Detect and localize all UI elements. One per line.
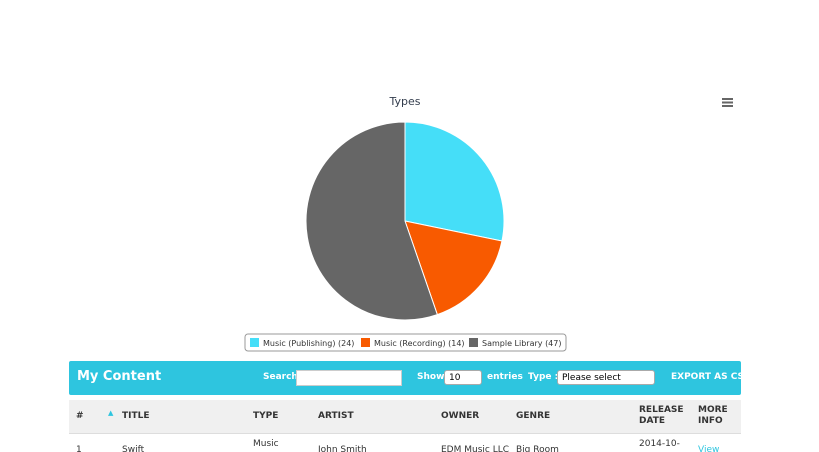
search-label: Search:	[263, 372, 302, 382]
legend-swatch	[361, 338, 370, 347]
show-label: Show	[417, 372, 445, 382]
table-cell: Music	[253, 439, 279, 449]
legend-name: Sample Library	[482, 339, 543, 348]
table-cell: John Smith	[318, 445, 367, 452]
table-cell: Swift	[122, 445, 145, 452]
pie-slice	[404, 220, 503, 316]
toolbar-title: My Content	[77, 369, 162, 384]
legend-box	[244, 333, 567, 352]
legend-label: Music (Publishing) (24)	[263, 339, 354, 348]
legend-label: Music (Recording) (14)	[374, 339, 465, 348]
legend-name: Music (Recording)	[374, 339, 446, 348]
pie-slice	[404, 121, 505, 242]
column-header[interactable]: #	[76, 411, 84, 421]
show-select[interactable]: 10	[444, 370, 482, 385]
legend-value: (14)	[448, 339, 464, 348]
legend-name: Music (Publishing)	[263, 339, 335, 348]
menu-icon[interactable]	[722, 98, 733, 107]
column-header[interactable]: RELEASE DATE	[639, 405, 684, 426]
column-header[interactable]: TYPE	[253, 411, 279, 421]
legend-label: Sample Library (47)	[482, 339, 561, 348]
table-cell: 1	[76, 445, 82, 452]
export-button[interactable]: EXPORT AS CSV	[671, 372, 751, 382]
table-cell: Big Room	[516, 445, 559, 452]
column-header[interactable]: TITLE	[122, 411, 150, 421]
table-cell[interactable]: View	[698, 445, 720, 452]
legend-swatch	[469, 338, 478, 347]
table-header	[69, 400, 741, 434]
chart-title: Types	[389, 95, 421, 108]
search-input[interactable]	[296, 370, 402, 386]
type-label: Type :	[528, 372, 559, 382]
column-header[interactable]: GENRE	[516, 411, 551, 421]
legend-swatch	[250, 338, 259, 347]
table-cell: 2014-10-	[639, 439, 680, 449]
column-header[interactable]: ARTIST	[318, 411, 354, 421]
entries-label: entries	[487, 372, 523, 382]
column-header[interactable]: MORE INFO	[698, 405, 728, 426]
chart: Types Music (Publishing) (24) Music (Reco…	[244, 95, 733, 352]
sort-icon[interactable]: ▲	[108, 409, 114, 417]
type-select[interactable]: Please select	[557, 370, 655, 385]
pie-slice	[305, 121, 438, 321]
column-header[interactable]: OWNER	[441, 411, 480, 421]
legend-value: (24)	[338, 339, 354, 348]
legend-value: (47)	[545, 339, 561, 348]
table-cell: EDM Music LLC	[441, 445, 510, 452]
